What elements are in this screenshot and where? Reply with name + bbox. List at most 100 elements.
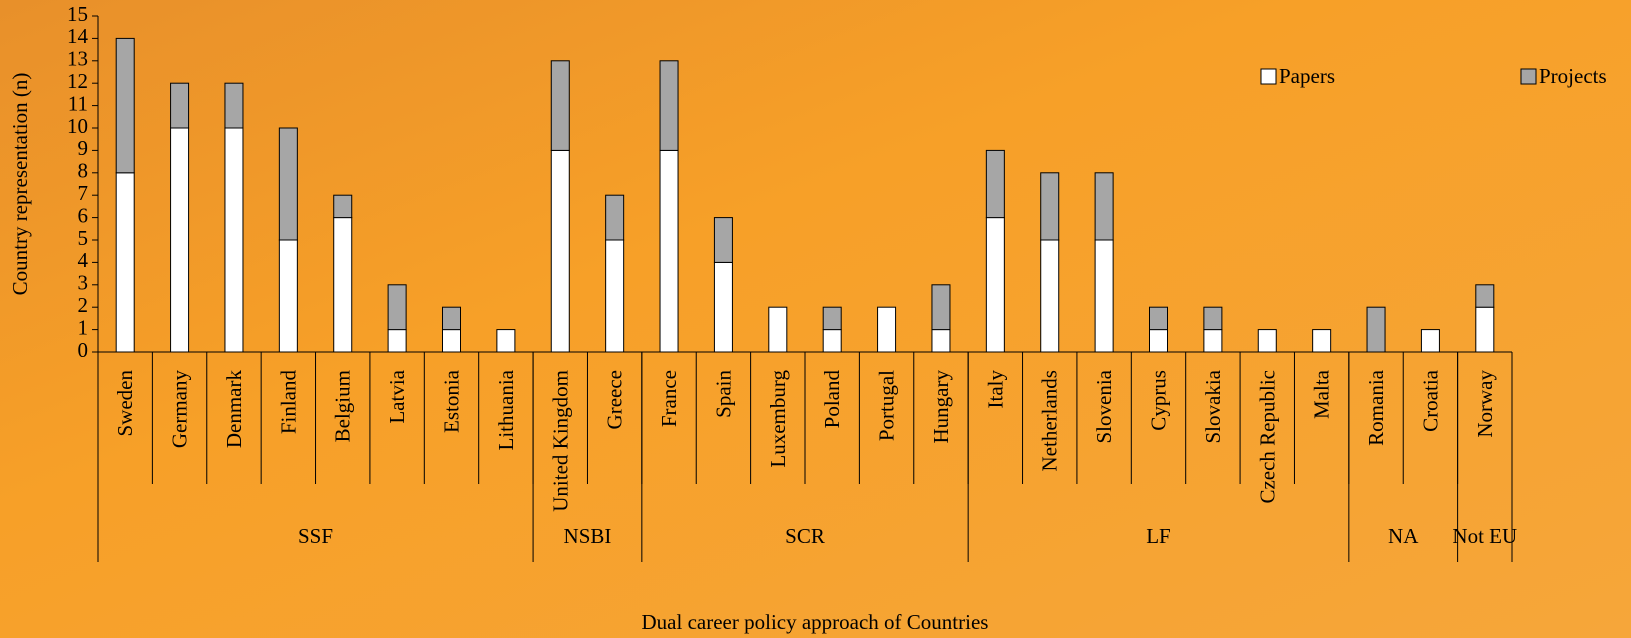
x-tick-label: Malta — [1310, 369, 1334, 419]
bar-segment — [1312, 329, 1332, 353]
bar-segment — [1094, 172, 1114, 241]
bar-segment — [1257, 329, 1277, 353]
x-tick-label: Romania — [1364, 369, 1388, 445]
bar-segment — [713, 261, 733, 353]
x-tick-label: Luxemburg — [766, 370, 790, 468]
group-label: SCR — [785, 524, 825, 548]
bar-segment — [1149, 306, 1168, 331]
bar-segment — [768, 306, 788, 353]
legend-label: Papers — [1279, 64, 1335, 88]
x-tick-label: Spain — [711, 370, 735, 418]
y-tick-label: 2 — [78, 293, 89, 317]
y-tick-label: 4 — [78, 248, 89, 272]
bar-segment — [278, 127, 298, 241]
bar-segment — [278, 239, 298, 353]
group-label: NA — [1388, 524, 1419, 548]
bar-segment — [659, 149, 679, 353]
x-tick-label: Czech Republic — [1255, 370, 1279, 504]
bar-segment — [659, 60, 679, 151]
bar-segment — [115, 37, 135, 174]
bar-segment — [1040, 239, 1060, 353]
bar-segment — [550, 149, 570, 353]
y-tick-label: 7 — [78, 181, 89, 205]
x-tick-label: Hungary — [929, 370, 953, 444]
y-tick-label: 12 — [67, 69, 88, 93]
x-tick-label: Slovenia — [1092, 369, 1116, 443]
legend-swatch — [1520, 68, 1537, 85]
bar-segment — [170, 127, 190, 353]
y-tick-label: 15 — [67, 2, 88, 26]
x-tick-label: Poland — [820, 370, 844, 429]
bar-segment — [333, 217, 353, 353]
bar-segment — [713, 217, 733, 263]
bar-segment — [931, 284, 951, 331]
bar-segment — [822, 329, 842, 353]
x-tick-label: Sweden — [113, 370, 137, 437]
x-tick-label: Germany — [168, 370, 192, 449]
bar-segment — [1475, 306, 1495, 353]
bar-segment — [550, 60, 570, 151]
bar-segment — [605, 194, 625, 241]
bar-segment — [1475, 284, 1495, 308]
legend-label: Projects — [1539, 64, 1607, 88]
bar-segment — [1040, 172, 1060, 241]
y-tick-label: 11 — [68, 91, 88, 115]
y-tick-label: 10 — [67, 114, 88, 138]
x-tick-label: Italy — [983, 370, 1007, 409]
y-axis-label: Country representation (n) — [8, 73, 32, 296]
bar-segment — [1420, 329, 1440, 353]
x-tick-label: Portugal — [875, 370, 899, 441]
x-tick-label: Croatia — [1418, 369, 1442, 431]
bar-segment — [1094, 239, 1114, 353]
x-tick-label: Lithuania — [494, 369, 518, 450]
bar-segment — [1149, 329, 1168, 353]
bar-segment — [333, 194, 353, 219]
x-tick-label: Greece — [603, 370, 627, 429]
bar-segment — [822, 306, 842, 331]
bar-segment — [115, 172, 135, 353]
y-tick-label: 8 — [78, 159, 89, 183]
x-tick-label: Denmark — [222, 370, 246, 449]
bar-segment — [605, 239, 625, 353]
y-tick-label: 1 — [78, 315, 89, 339]
x-tick-label: Finland — [276, 370, 300, 435]
x-axis-label: Dual career policy approach of Countries — [642, 610, 989, 634]
y-tick-label: 14 — [67, 24, 89, 48]
x-tick-label: United Kingdom — [548, 370, 572, 512]
bar-segment — [877, 306, 897, 353]
bar-segment — [496, 329, 516, 353]
x-tick-label: Estonia — [440, 369, 464, 433]
x-tick-label: France — [657, 370, 681, 427]
bar-segment — [442, 329, 461, 353]
bar-segment — [931, 329, 951, 353]
bar-segment — [1203, 306, 1223, 331]
x-tick-label: Netherlands — [1038, 370, 1062, 471]
group-label: SSF — [298, 524, 333, 548]
bar-segment — [985, 149, 1005, 219]
bar-segment — [1366, 306, 1386, 353]
group-label: NSBI — [564, 524, 612, 548]
y-tick-label: 5 — [78, 226, 89, 250]
y-tick-label: 6 — [78, 203, 89, 227]
bar-segment — [224, 127, 244, 353]
bar-segment — [387, 284, 407, 331]
y-tick-label: 13 — [67, 47, 88, 71]
bar-segment — [387, 329, 407, 353]
x-tick-label: Slovakia — [1201, 369, 1225, 443]
x-tick-label: Belgium — [331, 370, 355, 442]
group-label: Not EU — [1452, 524, 1517, 548]
bar-segment — [442, 306, 461, 331]
bar-segment — [985, 217, 1005, 353]
y-tick-label: 3 — [78, 271, 89, 295]
x-tick-label: Norway — [1473, 370, 1497, 438]
x-tick-label: Cyprus — [1147, 370, 1171, 431]
y-tick-label: 0 — [78, 338, 89, 362]
bar-segment — [224, 82, 244, 129]
bar-segment — [170, 82, 190, 129]
x-tick-label: Latvia — [385, 369, 409, 423]
group-label: LF — [1146, 524, 1171, 548]
y-tick-label: 9 — [78, 136, 89, 160]
